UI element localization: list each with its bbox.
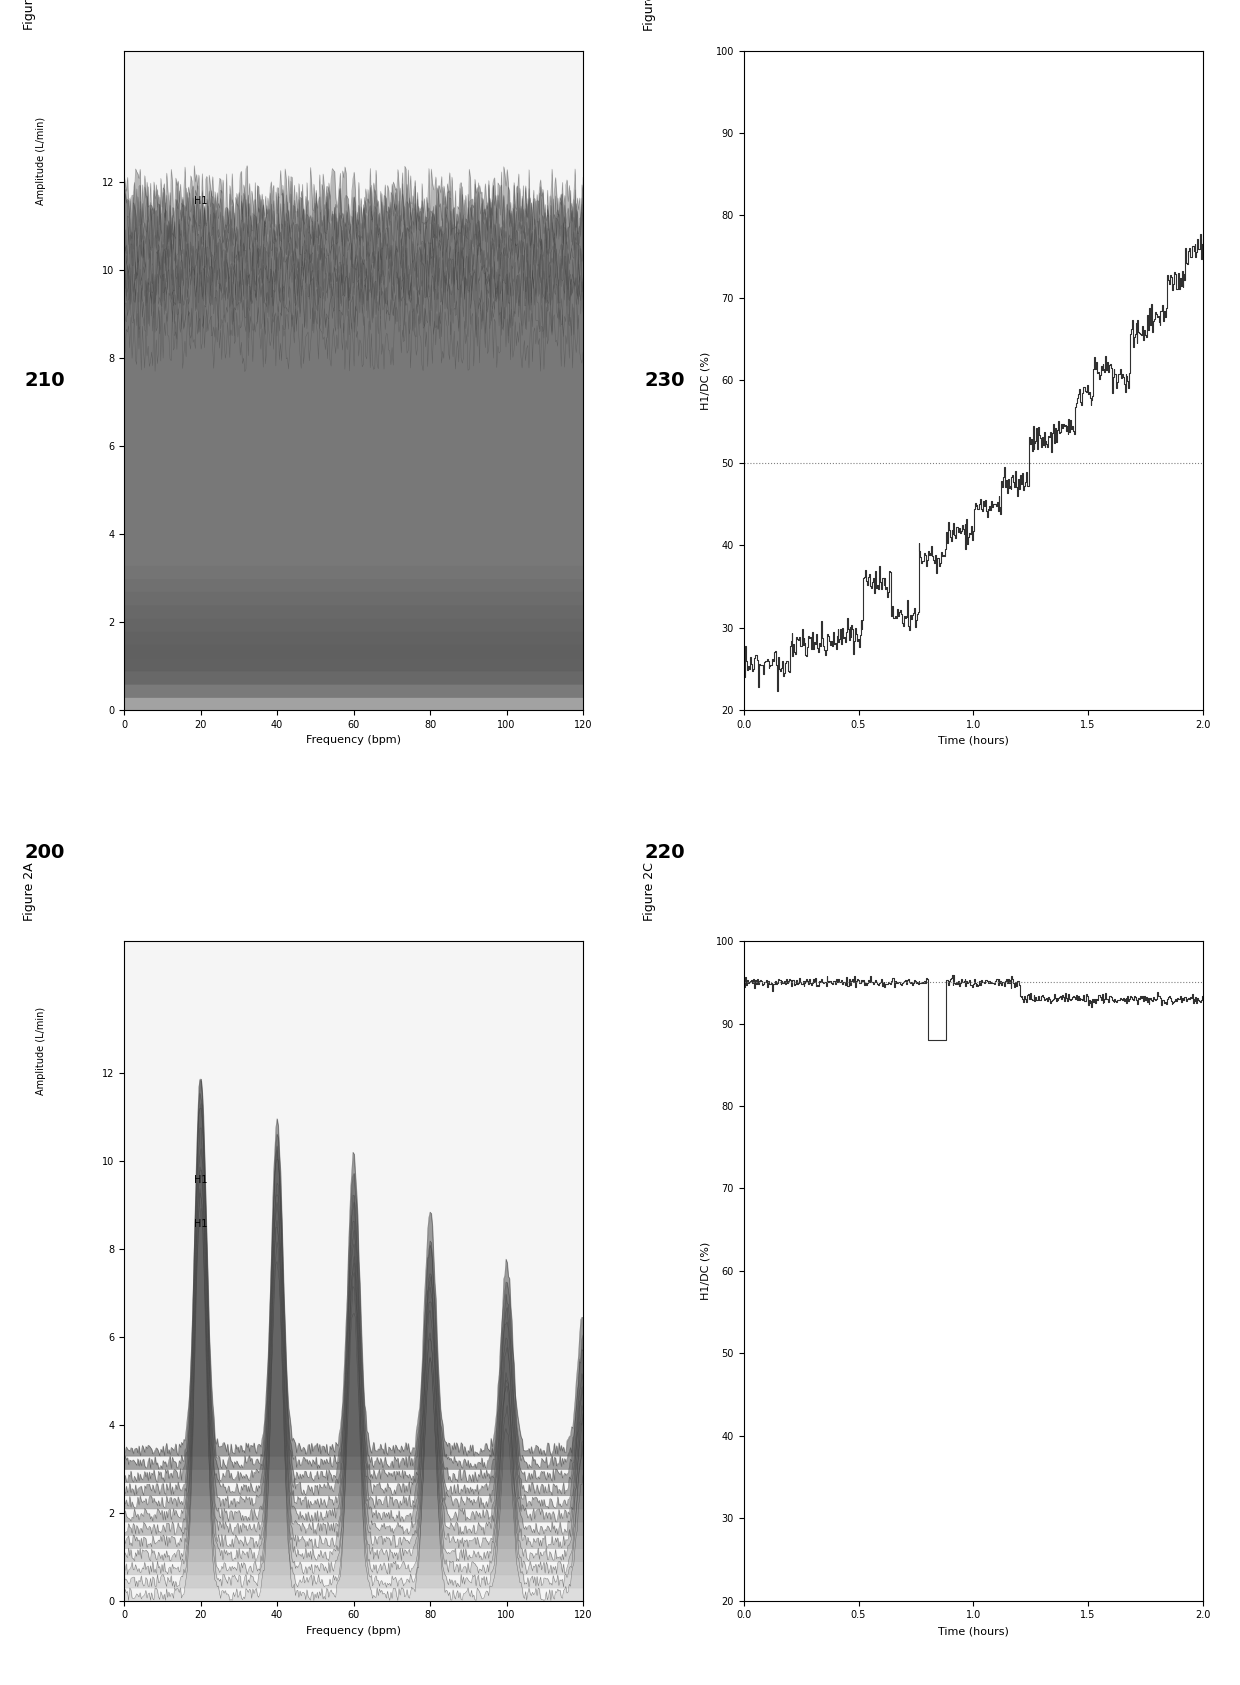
Text: Figure 2A: Figure 2A [24, 863, 36, 920]
Y-axis label: H1/DC (%): H1/DC (%) [701, 1242, 711, 1301]
Text: H1: H1 [193, 1218, 207, 1228]
Text: Amplitude (L/min): Amplitude (L/min) [36, 116, 46, 204]
Y-axis label: H1/DC (%): H1/DC (%) [701, 350, 711, 409]
Text: 200: 200 [25, 842, 66, 861]
X-axis label: Time (hours): Time (hours) [937, 735, 1008, 745]
X-axis label: Frequency (bpm): Frequency (bpm) [306, 1626, 401, 1636]
Text: 220: 220 [645, 842, 686, 861]
Text: 210: 210 [25, 371, 66, 389]
Text: Amplitude (L/min): Amplitude (L/min) [36, 1008, 46, 1095]
Text: 230: 230 [645, 371, 686, 389]
Text: Figure 2B: Figure 2B [24, 0, 36, 30]
X-axis label: Frequency (bpm): Frequency (bpm) [306, 735, 401, 745]
Text: Figure 2C: Figure 2C [642, 863, 656, 920]
Text: Figure 2D: Figure 2D [642, 0, 656, 30]
Text: H1: H1 [193, 1174, 207, 1185]
Text: H1: H1 [193, 197, 207, 207]
X-axis label: Time (hours): Time (hours) [937, 1626, 1008, 1636]
